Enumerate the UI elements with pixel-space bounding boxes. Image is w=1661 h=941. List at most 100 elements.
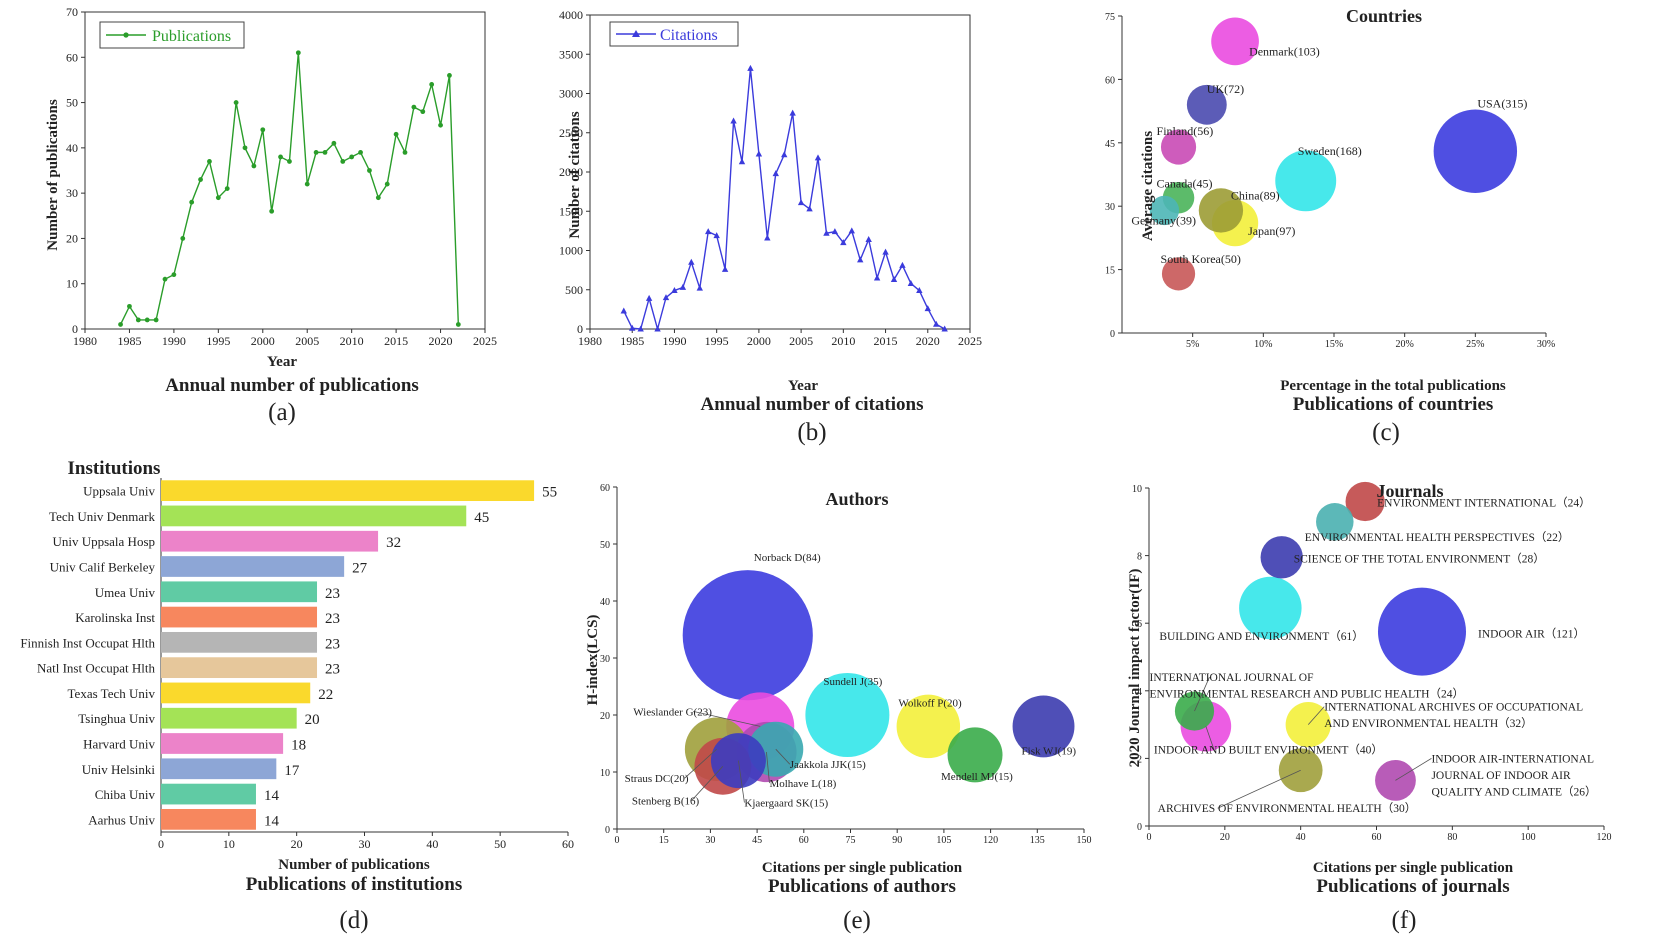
data-point-b	[671, 287, 678, 294]
value-label-d: 14	[264, 813, 280, 829]
data-point-a	[349, 154, 355, 160]
bar-d	[161, 631, 318, 653]
data-point-a	[260, 127, 266, 133]
bubble-label-c: Germany(39)	[1131, 213, 1196, 227]
x-tick-label-d: 50	[494, 837, 506, 851]
y-tick-label-b: 3500	[559, 47, 583, 61]
bubble-label-f: INDOOR AND BUILT ENVIRONMENT（40）	[1154, 743, 1383, 756]
bubble-e	[896, 694, 961, 759]
bubble-label-c: Sweden(168)	[1298, 144, 1362, 158]
chart-title-c: Publications of countries	[1293, 394, 1494, 415]
bubble-c	[1186, 84, 1227, 125]
bubble-c	[1149, 195, 1180, 226]
data-point-b	[705, 228, 712, 235]
bubble-label-c: Finland(56)	[1157, 124, 1214, 138]
x-tick-label-d: 0	[158, 837, 164, 851]
y-tick-label-e: 40	[600, 597, 610, 608]
data-point-a	[215, 195, 221, 201]
data-point-a	[367, 168, 372, 173]
value-label-d: 23	[325, 636, 340, 652]
category-label-d: Univ Helsinki	[82, 762, 156, 777]
data-point-a	[233, 100, 239, 105]
y-tick-label-b: 3000	[559, 87, 583, 101]
data-point-a	[420, 109, 426, 115]
bubble-label-e: Straus DC(20)	[625, 773, 689, 785]
data-point-b	[865, 236, 872, 243]
data-point-a	[242, 145, 248, 151]
category-label-d: Finnish Inst Occupat Hlth	[20, 635, 155, 650]
x-tick-label-c: 10%	[1254, 339, 1272, 350]
data-point-b	[662, 294, 670, 301]
data-point-b	[730, 117, 737, 124]
category-label-d: Tech Univ Denmark	[49, 509, 155, 524]
bubble-label-e: Sundell J(35)	[823, 676, 882, 688]
value-label-d: 23	[325, 611, 340, 627]
x-axis-label-b: Year	[788, 378, 818, 394]
x-tick-label-d: 60	[562, 837, 574, 851]
data-point-b	[797, 199, 805, 206]
bubble-label-f: ARCHIVES OF ENVIRONMENTAL HEALTH（30）	[1158, 802, 1417, 815]
x-tick-label-a: 2010	[340, 334, 364, 348]
data-point-b	[806, 205, 813, 212]
x-tick-label-e: 150	[1077, 835, 1092, 846]
chart-heading-d: Institutions	[68, 458, 161, 479]
x-tick-label-a: 2000	[251, 334, 275, 348]
legend-label-b: Citations	[660, 27, 718, 44]
data-point-a	[180, 236, 186, 241]
data-point-b	[924, 305, 931, 312]
y-tick-label-a: 0	[72, 322, 78, 336]
value-label-d: 23	[325, 662, 340, 678]
y-tick-label-e: 60	[600, 483, 610, 494]
bubble-label-e: Wieslander G(23)	[633, 706, 712, 718]
bubble-e	[805, 672, 890, 758]
bubble-label-c: Canada(45)	[1157, 177, 1213, 191]
x-tick-label-e: 75	[846, 835, 856, 846]
data-point-a	[251, 163, 257, 169]
bar-d	[161, 530, 379, 552]
x-tick-label-e: 120	[983, 835, 998, 846]
data-point-a	[278, 154, 283, 160]
y-tick-label-b: 2500	[559, 126, 583, 140]
leader-line-e	[684, 748, 717, 779]
bubble-label-c: South Korea(50)	[1161, 252, 1241, 266]
data-point-b	[899, 261, 906, 268]
panel-label-e: (e)	[843, 907, 871, 934]
bubble-e	[947, 727, 1003, 783]
bubble-e	[682, 570, 813, 701]
data-point-b	[713, 232, 720, 239]
data-point-a	[295, 50, 301, 56]
bubble-label-e: Stenberg B(16)	[632, 795, 700, 807]
x-tick-label-a: 2005	[295, 334, 319, 348]
data-point-a	[429, 82, 435, 87]
bubble-label-f: ENVIRONMENT INTERNATIONAL（24）	[1377, 497, 1590, 510]
bar-d	[161, 480, 535, 502]
y-tick-label-b: 1000	[559, 244, 583, 258]
bubble-label-line-f: INTERNATIONAL JOURNAL OF	[1150, 672, 1314, 684]
data-point-a	[224, 186, 230, 192]
leader-line-f	[1395, 758, 1432, 781]
data-point-b	[831, 228, 839, 235]
data-point-a	[384, 181, 390, 187]
plot-frame-b	[589, 14, 971, 330]
panel-e: 0 15 30 45 60 75 90 105 120 135 150 0 10 20 30 40 50 60 N…	[585, 483, 1092, 934]
leader-line-f	[1217, 769, 1301, 809]
y-axis-label-a: Number of publications	[45, 99, 61, 251]
data-point-a	[447, 73, 452, 78]
panel-label-d: (d)	[339, 907, 368, 934]
bar-d	[161, 606, 318, 628]
y-tick-label-e: 30	[600, 654, 610, 665]
bubble-c	[1275, 150, 1337, 212]
chart-title-d: Publications of institutions	[246, 874, 462, 895]
data-point-b	[933, 320, 940, 327]
data-point-a	[287, 159, 292, 164]
data-point-b	[848, 227, 855, 234]
legend-label-a: Publications	[152, 28, 231, 45]
data-point-a	[171, 272, 177, 278]
category-label-d: Umea Univ	[95, 585, 156, 600]
category-label-d: Univ Calif Berkeley	[50, 560, 156, 575]
bubble-label-e: Mendell MJ(15)	[941, 771, 1013, 783]
bubble-label-f: INDOOR AIR（121）	[1478, 628, 1585, 641]
bar-d	[161, 682, 311, 704]
legend-box-a	[99, 21, 245, 49]
data-point-b	[679, 283, 687, 290]
